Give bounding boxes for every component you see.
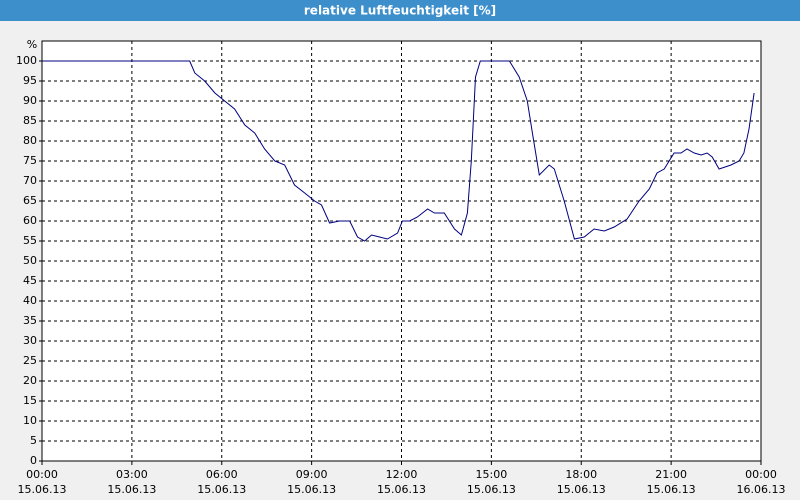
- x-tick-label: 06:00: [206, 468, 238, 481]
- y-tick-label: 70: [23, 174, 37, 187]
- x-tick-label: 00:00: [745, 468, 777, 481]
- y-tick-label: 95: [23, 74, 37, 87]
- chart-title: relative Luftfeuchtigkeit [%]: [304, 4, 496, 18]
- x-tick-label: 15.06.13: [377, 483, 426, 496]
- y-tick-label: 65: [23, 194, 37, 207]
- y-tick-label: 15: [23, 394, 37, 407]
- x-tick-label: 15.06.13: [287, 483, 336, 496]
- y-axis-label: %: [27, 38, 37, 51]
- x-tick-label: 15.06.13: [18, 483, 67, 496]
- x-tick-label: 00:00: [26, 468, 58, 481]
- y-tick-label: 75: [23, 154, 37, 167]
- y-tick-label: 55: [23, 234, 37, 247]
- x-tick-label: 15.06.13: [557, 483, 606, 496]
- y-tick-label: 10: [23, 414, 37, 427]
- x-tick-label: 15.06.13: [197, 483, 246, 496]
- x-tick-label: 12:00: [386, 468, 418, 481]
- y-tick-label: 85: [23, 114, 37, 127]
- y-tick-label: 100: [16, 54, 37, 67]
- x-tick-label: 16.06.13: [737, 483, 786, 496]
- y-tick-label: 35: [23, 314, 37, 327]
- title-bar: [0, 0, 800, 21]
- y-tick-label: 30: [23, 334, 37, 347]
- y-tick-label: 20: [23, 374, 37, 387]
- y-tick-label: 0: [30, 454, 37, 467]
- x-tick-label: 15.06.13: [467, 483, 516, 496]
- x-tick-label: 09:00: [296, 468, 328, 481]
- x-tick-label: 15:00: [476, 468, 508, 481]
- y-tick-label: 90: [23, 94, 37, 107]
- x-tick-label: 03:00: [116, 468, 148, 481]
- x-tick-label: 15.06.13: [107, 483, 156, 496]
- y-tick-label: 80: [23, 134, 37, 147]
- x-tick-label: 21:00: [655, 468, 687, 481]
- y-tick-label: 25: [23, 354, 37, 367]
- y-tick-label: 60: [23, 214, 37, 227]
- y-tick-label: 40: [23, 294, 37, 307]
- data-line: [42, 60, 755, 242]
- x-tick-label: 15.06.13: [647, 483, 696, 496]
- y-tick-label: 45: [23, 274, 37, 287]
- y-tick-label: 50: [23, 254, 37, 267]
- y-tick-label: 5: [30, 434, 37, 447]
- x-tick-label: 18:00: [565, 468, 597, 481]
